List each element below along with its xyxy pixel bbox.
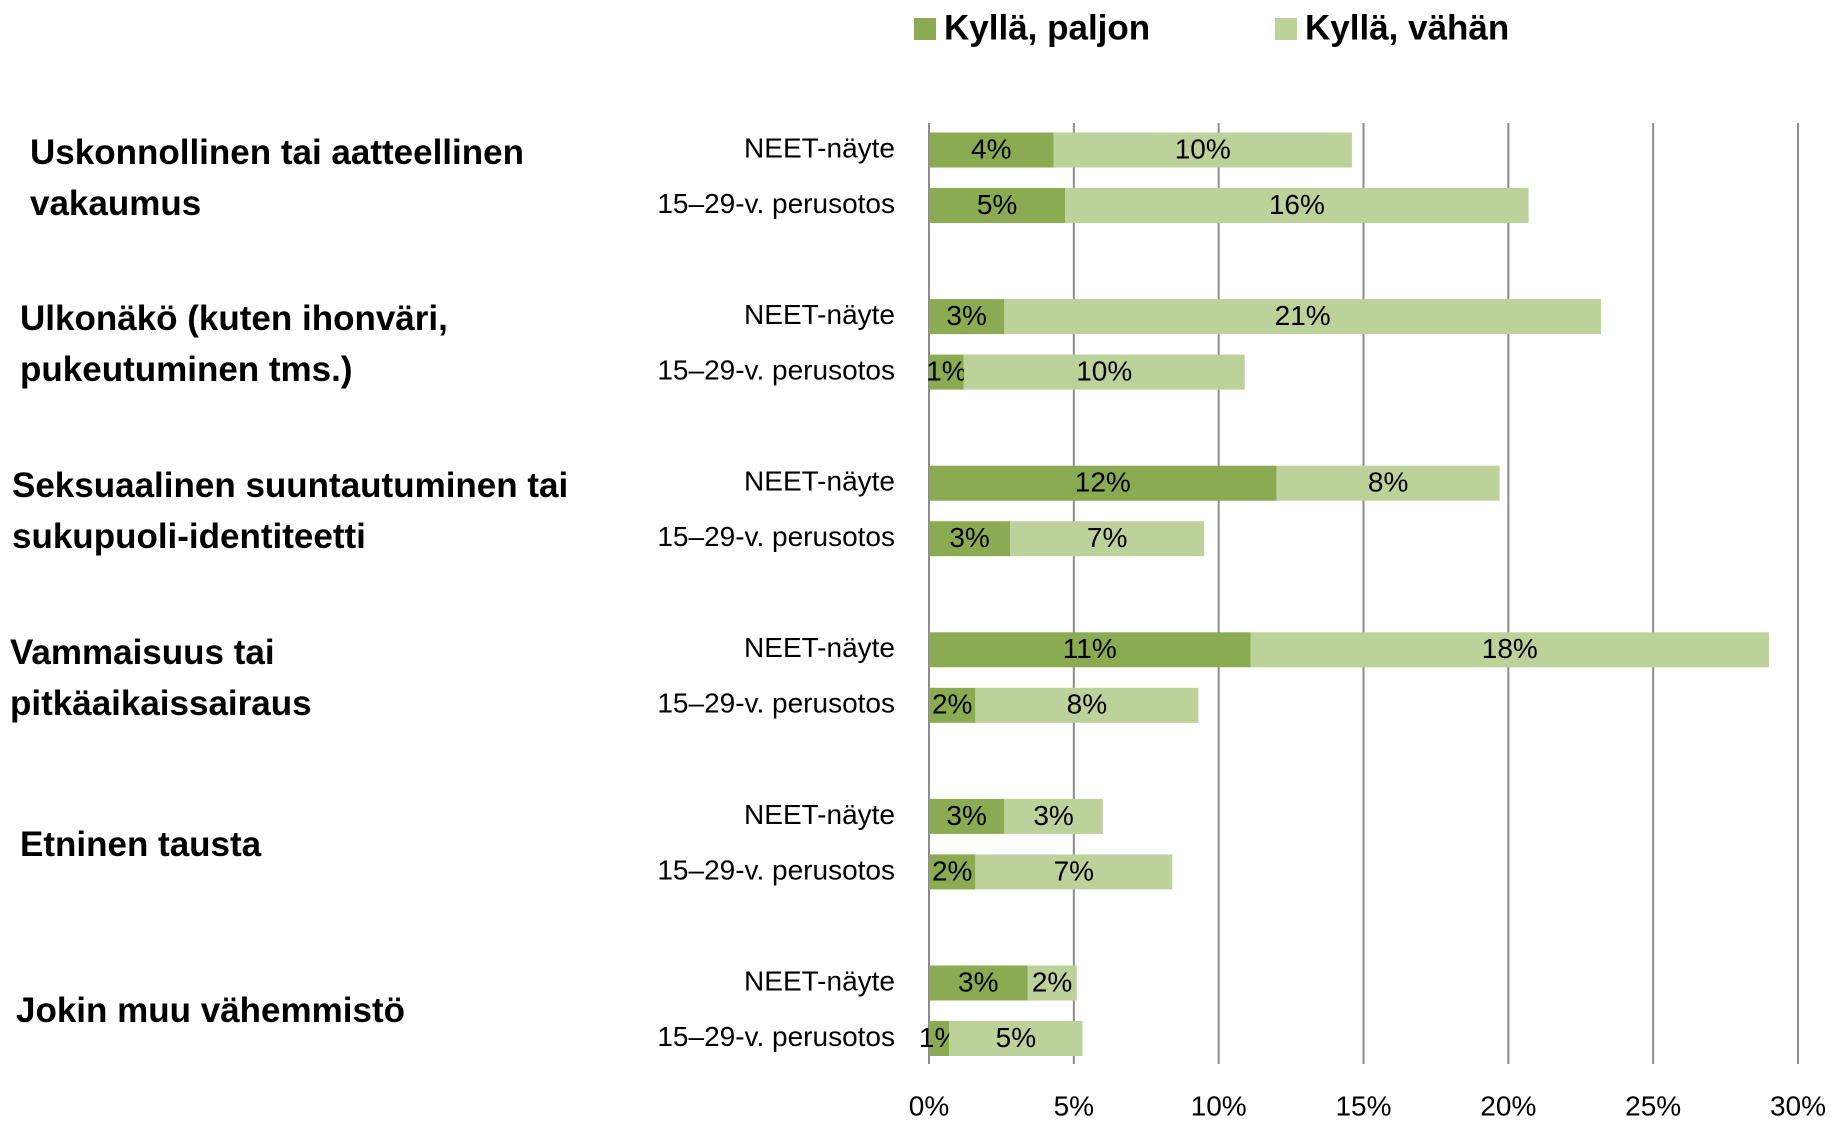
bar-segment: [929, 188, 1066, 223]
bar-segment: [949, 1021, 1083, 1056]
y-tick-label: 15–29-v. perusotos: [657, 188, 895, 219]
group-label: Uskonnollinen tai aatteellinen vakaumus: [30, 132, 524, 223]
data-label: 3%: [958, 966, 998, 997]
data-label: 2%: [932, 855, 972, 886]
bar-segment: [929, 854, 976, 890]
bar-segment: [929, 632, 1251, 668]
y-tick-label: 15–29-v. perusotos: [657, 688, 895, 719]
group-label: Vammaisuus tai pitkäaikaissairaus: [10, 632, 312, 723]
x-tick-label: 20%: [1480, 1090, 1536, 1121]
data-label: 5%: [996, 1022, 1036, 1053]
bar-segment: [929, 354, 964, 390]
bar-segment: [975, 854, 1173, 890]
x-tick-label: 10%: [1191, 1090, 1247, 1121]
data-label: 3%: [946, 800, 986, 831]
bar-segment: [929, 965, 1028, 1001]
bar-segment: [963, 354, 1245, 390]
x-tick-label: 25%: [1625, 1090, 1681, 1121]
y-tick-label: NEET-näyte: [744, 799, 895, 830]
data-label: 3%: [949, 522, 989, 553]
group-label: Etninen tausta: [20, 824, 262, 864]
data-label: 7%: [1087, 522, 1127, 553]
x-tick-label: 0%: [909, 1090, 949, 1121]
data-label: 10%: [1076, 355, 1132, 386]
bar-segment: [929, 132, 1054, 168]
data-label: 4%: [971, 133, 1011, 164]
y-tick-label: NEET-näyte: [744, 466, 895, 497]
y-tick-label: 15–29-v. perusotos: [657, 521, 895, 552]
bar-segment: [1053, 132, 1352, 168]
bar-segment: [1276, 465, 1500, 501]
x-tick-label: 30%: [1770, 1090, 1826, 1121]
data-label: 5%: [977, 189, 1017, 220]
y-tick-label: NEET-näyte: [744, 965, 895, 996]
bar-segment: [929, 299, 1005, 335]
y-tick-label: NEET-näyte: [744, 299, 895, 330]
group-label: Ulkonäkö (kuten ihonväri, pukeutuminen t…: [20, 299, 448, 390]
data-label: 21%: [1275, 300, 1331, 331]
y-tick-label: 15–29-v. perusotos: [657, 854, 895, 885]
data-label: 3%: [946, 300, 986, 331]
bar-segment: [1065, 188, 1529, 223]
data-label: 18%: [1482, 633, 1538, 664]
data-label: 11%: [1063, 633, 1117, 664]
bar-segment: [929, 687, 976, 723]
data-label: 16%: [1269, 189, 1325, 220]
bar-segment: [975, 687, 1199, 723]
bar-segment: [1250, 632, 1770, 668]
data-label: 3%: [1033, 800, 1073, 831]
data-label: 2%: [932, 689, 972, 720]
data-label: 8%: [1368, 467, 1408, 498]
data-label: 2%: [1032, 966, 1072, 997]
x-tick-label: 15%: [1335, 1090, 1391, 1121]
legend-label: Kyllä, paljon: [944, 8, 1150, 47]
bar-segment: [929, 465, 1277, 501]
group-label: Jokin muu vähemmistö: [16, 991, 405, 1031]
legend-swatch: [1275, 18, 1297, 40]
bar-segment: [1004, 798, 1103, 834]
data-label: 10%: [1175, 133, 1231, 164]
bar-segment: [929, 521, 1011, 557]
y-tick-label: NEET-näyte: [744, 632, 895, 663]
bar-segment: [1027, 965, 1077, 1001]
x-tick-label: 5%: [1054, 1090, 1094, 1121]
bar-segment: [1010, 521, 1205, 557]
y-tick-label: 15–29-v. perusotos: [657, 1021, 895, 1052]
bar-segment: [929, 1021, 950, 1056]
legend-swatch: [914, 18, 936, 40]
y-tick-label: 15–29-v. perusotos: [657, 354, 895, 385]
data-label: 1%: [926, 355, 966, 386]
y-tick-label: NEET-näyte: [744, 132, 895, 163]
bar-segment: [929, 798, 1005, 834]
data-label: 8%: [1067, 689, 1107, 720]
group-label: Seksuaalinen suuntautuminen tai sukupuol…: [12, 465, 569, 556]
legend-label: Kyllä, vähän: [1305, 8, 1509, 47]
data-label: 12%: [1075, 467, 1131, 498]
bar-segment: [1004, 299, 1602, 335]
data-label: 7%: [1054, 855, 1094, 886]
